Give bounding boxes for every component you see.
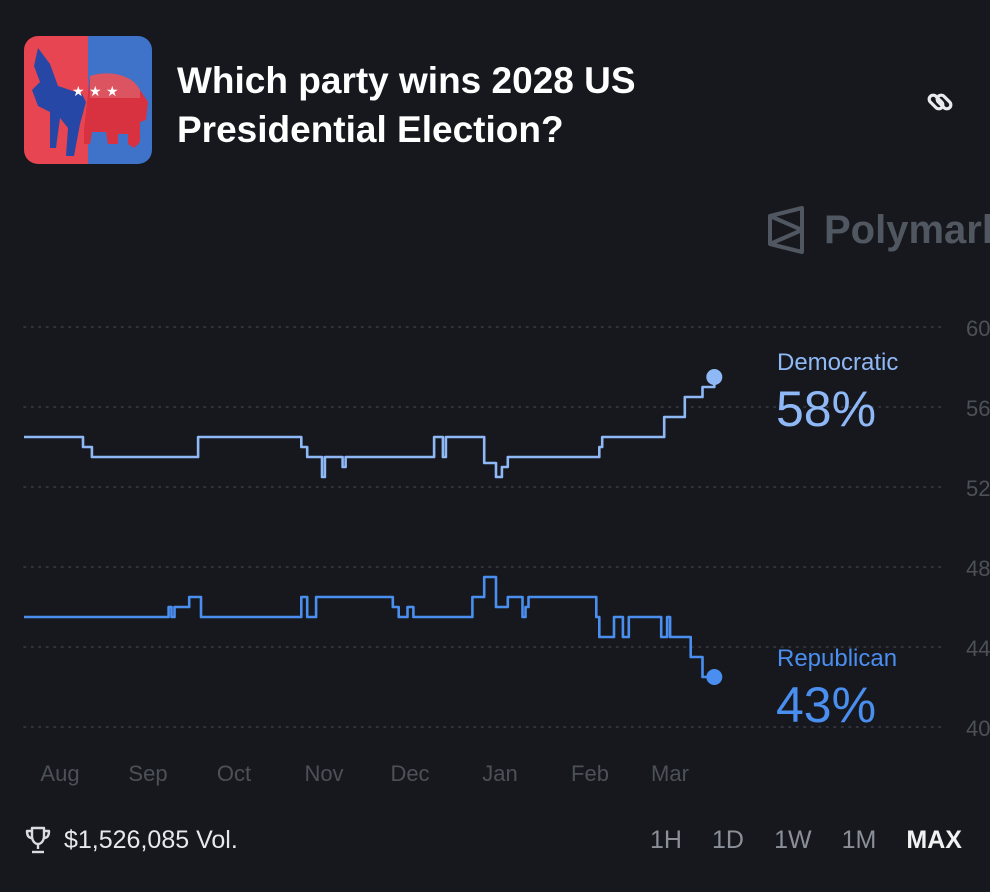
y-tick-label: 60 — [966, 316, 990, 341]
svg-text:★ ★ ★: ★ ★ ★ — [72, 84, 119, 100]
series-value-label: 43% — [776, 677, 876, 733]
range-1w-button[interactable]: 1W — [770, 826, 816, 855]
y-tick-label: 44 — [966, 636, 990, 661]
copy-link-button[interactable] — [920, 82, 960, 122]
x-tick-label: Feb — [571, 761, 609, 786]
y-tick-label: 56 — [966, 396, 990, 421]
range-1d-button[interactable]: 1D — [708, 826, 748, 855]
x-tick-label: Mar — [651, 761, 689, 786]
volume-info: $1,526,085 Vol. — [24, 822, 238, 858]
x-tick-label: Sep — [128, 761, 167, 786]
trophy-icon — [25, 826, 51, 854]
series-name-label: Democratic — [777, 349, 898, 376]
link-icon — [927, 93, 953, 111]
series-endpoint-republican — [706, 669, 723, 685]
series-name-label: Republican — [777, 645, 897, 672]
time-range-selector: 1H 1D 1W 1M MAX — [646, 822, 966, 858]
range-1m-button[interactable]: 1M — [838, 826, 881, 855]
donkey-elephant-logo-icon: ★ ★ ★ — [24, 36, 152, 164]
x-tick-label: Oct — [217, 761, 251, 786]
y-tick-label: 40 — [966, 716, 990, 741]
market-logo: ★ ★ ★ — [24, 36, 152, 164]
volume-text: $1,526,085 Vol. — [64, 825, 238, 854]
polymarket-watermark: Polymark — [766, 204, 990, 256]
price-chart: 40 44 48 52 56 60 Aug Sep Oct Nov Dec Jan Feb Mar Dem… — [23, 316, 990, 786]
range-max-button[interactable]: MAX — [902, 826, 966, 855]
polymarket-logo-icon — [768, 206, 804, 254]
series-value-label: 58% — [776, 381, 876, 437]
series-line-republican — [24, 575, 715, 679]
y-tick-label: 48 — [966, 556, 990, 581]
x-tick-label: Dec — [390, 761, 429, 786]
x-tick-label: Aug — [40, 761, 79, 786]
market-title: Which party wins 2028 US Presidential El… — [177, 60, 636, 150]
y-tick-label: 52 — [966, 476, 990, 501]
x-tick-label: Nov — [304, 761, 343, 786]
x-tick-label: Jan — [482, 761, 517, 786]
range-1h-button[interactable]: 1H — [646, 826, 686, 855]
series-line-democratic — [24, 377, 716, 479]
watermark-text: Polymark — [824, 207, 990, 252]
series-endpoint-democratic — [706, 369, 723, 385]
